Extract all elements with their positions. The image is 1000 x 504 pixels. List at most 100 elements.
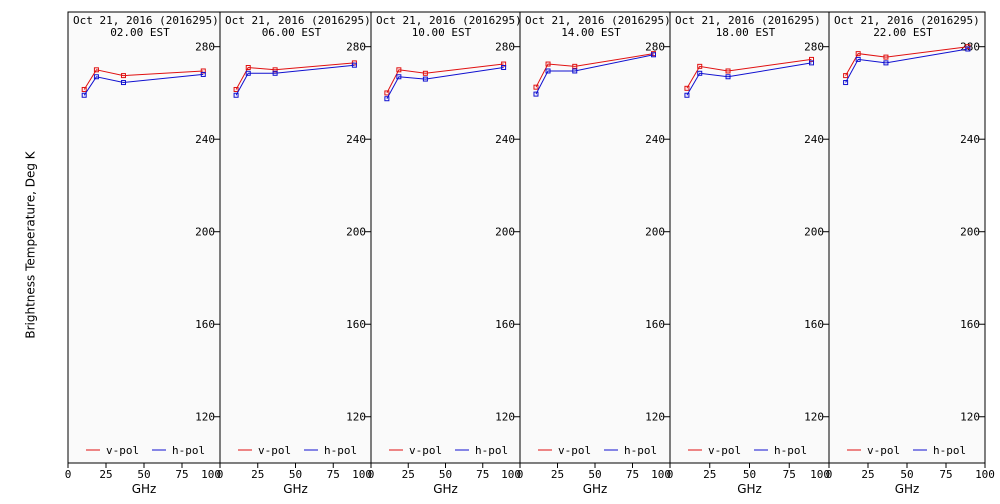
data-point-h-pol: [809, 60, 815, 66]
data-point-h-pol: [697, 70, 703, 76]
x-tick-label: 50: [900, 468, 913, 481]
y-tick-label: 280: [645, 41, 665, 54]
panel-subtitle: 22.00 EST: [873, 26, 933, 39]
data-point-v-pol: [396, 67, 402, 73]
x-tick-label: 50: [137, 468, 150, 481]
panel-title: Oct 21, 2016 (2016295): [525, 14, 671, 27]
x-tick-label: 25: [861, 468, 874, 481]
legend-label-h-pol: h-pol: [172, 444, 205, 457]
data-point-v-pol: [200, 68, 206, 74]
series-line-h-pol: [535, 54, 654, 95]
data-point-v-pol: [245, 65, 251, 71]
series-line-v-pol: [235, 62, 355, 90]
data-point-v-pol: [725, 68, 731, 74]
data-point-h-pol: [501, 65, 507, 71]
data-point-v-pol: [120, 73, 126, 79]
chart-panel-1: Oct 21, 2016 (2016295)02.00 EST 120 160 200…: [65, 11, 221, 496]
panel-frame: [519, 11, 671, 464]
x-tick-label: 25: [251, 468, 264, 481]
x-axis-label: GHz: [433, 482, 458, 496]
legend-label-v-pol: v-pol: [409, 444, 442, 457]
y-tick-label: 160: [645, 318, 665, 331]
data-point-h-pol: [272, 70, 278, 76]
legend-label-h-pol: h-pol: [933, 444, 966, 457]
data-point-h-pol: [93, 74, 99, 80]
y-tick-label: 160: [495, 318, 515, 331]
y-tick-label: 200: [960, 226, 980, 239]
x-axis-label: GHz: [283, 482, 308, 496]
data-point-h-pol: [351, 62, 357, 68]
series-line-h-pol: [235, 64, 355, 96]
data-point-v-pol: [883, 54, 889, 60]
x-tick-label: 0: [217, 468, 224, 481]
panel-subtitle: 02.00 EST: [110, 26, 170, 39]
panel-title: Oct 21, 2016 (2016295): [225, 14, 371, 27]
chart-panel-2: Oct 21, 2016 (2016295)06.00 EST 120 160 200…: [217, 11, 372, 496]
x-tick-label: 100: [975, 468, 995, 481]
data-point-v-pol: [545, 61, 551, 67]
panel-title: Oct 21, 2016 (2016295): [675, 14, 821, 27]
panel-frame: [67, 11, 221, 464]
series-line-v-pol: [845, 46, 968, 76]
data-point-v-pol: [855, 51, 861, 57]
y-tick-label: 120: [645, 411, 665, 424]
y-tick-label: 200: [346, 226, 366, 239]
series-line-v-pol: [535, 53, 654, 88]
panel-subtitle: 10.00 EST: [412, 26, 472, 39]
panel-subtitle: 14.00 EST: [561, 26, 621, 39]
x-tick-label: 75: [327, 468, 340, 481]
data-point-h-pol: [684, 92, 690, 98]
data-point-v-pol: [501, 61, 507, 67]
y-tick-label: 160: [346, 318, 366, 331]
legend-label-v-pol: v-pol: [867, 444, 900, 457]
y-tick-label: 200: [195, 226, 215, 239]
data-point-h-pol: [572, 68, 578, 74]
data-point-v-pol: [93, 67, 99, 73]
data-point-h-pol: [233, 92, 239, 98]
y-tick-label: 200: [495, 226, 515, 239]
x-tick-label: 100: [810, 468, 830, 481]
legend-label-v-pol: v-pol: [558, 444, 591, 457]
y-tick-label: 280: [346, 41, 366, 54]
y-tick-label: 200: [804, 226, 824, 239]
data-point-v-pol: [843, 73, 849, 79]
chart-panel-3: Oct 21, 2016 (2016295)10.00 EST 120 160 200…: [368, 11, 522, 496]
x-tick-label: 0: [65, 468, 72, 481]
panel-frame: [669, 11, 830, 464]
x-tick-label: 0: [368, 468, 375, 481]
series-line-h-pol: [83, 73, 204, 96]
data-point-v-pol: [533, 84, 539, 90]
data-point-h-pol: [396, 74, 402, 80]
data-point-h-pol: [81, 92, 87, 98]
x-axis-label: GHz: [737, 482, 762, 496]
y-tick-label: 120: [960, 411, 980, 424]
y-tick-label: 240: [495, 133, 515, 146]
y-tick-label: 120: [495, 411, 515, 424]
x-tick-label: 0: [826, 468, 833, 481]
chart-panel-6: Oct 21, 2016 (2016295)22.00 EST 120 160 200…: [826, 11, 995, 496]
data-point-v-pol: [697, 63, 703, 69]
x-tick-label: 75: [175, 468, 188, 481]
panel-frame: [828, 11, 986, 464]
y-tick-label: 240: [960, 133, 980, 146]
y-axis-label: Brightness Temperature, Deg K: [24, 150, 38, 338]
x-tick-label: 25: [551, 468, 564, 481]
data-point-h-pol: [883, 60, 889, 66]
series-line-h-pol: [845, 48, 968, 83]
legend-label-v-pol: v-pol: [708, 444, 741, 457]
y-tick-label: 280: [195, 41, 215, 54]
legend-label-h-pol: h-pol: [774, 444, 807, 457]
y-tick-label: 120: [804, 411, 824, 424]
y-tick-label: 240: [346, 133, 366, 146]
series-line-v-pol: [386, 63, 504, 94]
x-tick-label: 50: [588, 468, 601, 481]
y-tick-label: 280: [804, 41, 824, 54]
panel-subtitle: 18.00 EST: [716, 26, 776, 39]
data-point-h-pol: [855, 56, 861, 62]
y-tick-label: 200: [645, 226, 665, 239]
x-tick-label: 0: [517, 468, 524, 481]
legend-label-h-pol: h-pol: [324, 444, 357, 457]
data-point-h-pol: [725, 74, 731, 80]
